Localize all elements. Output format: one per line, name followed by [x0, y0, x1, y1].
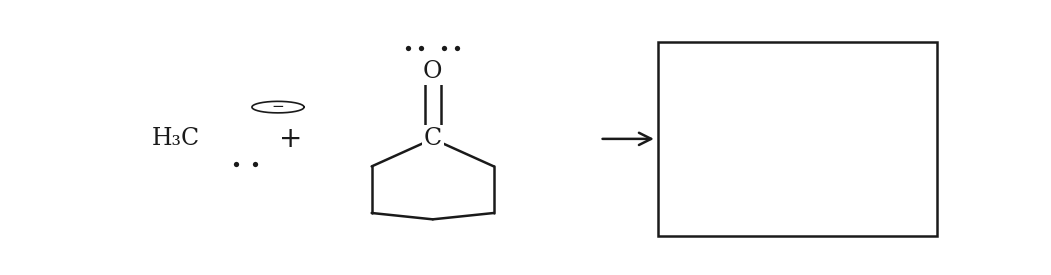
Bar: [658, 42, 937, 235]
Text: O: O: [423, 60, 442, 82]
Text: −: −: [271, 100, 285, 114]
Text: H₃C: H₃C: [151, 127, 200, 150]
Text: C: C: [424, 127, 441, 150]
Text: +: +: [279, 125, 302, 153]
